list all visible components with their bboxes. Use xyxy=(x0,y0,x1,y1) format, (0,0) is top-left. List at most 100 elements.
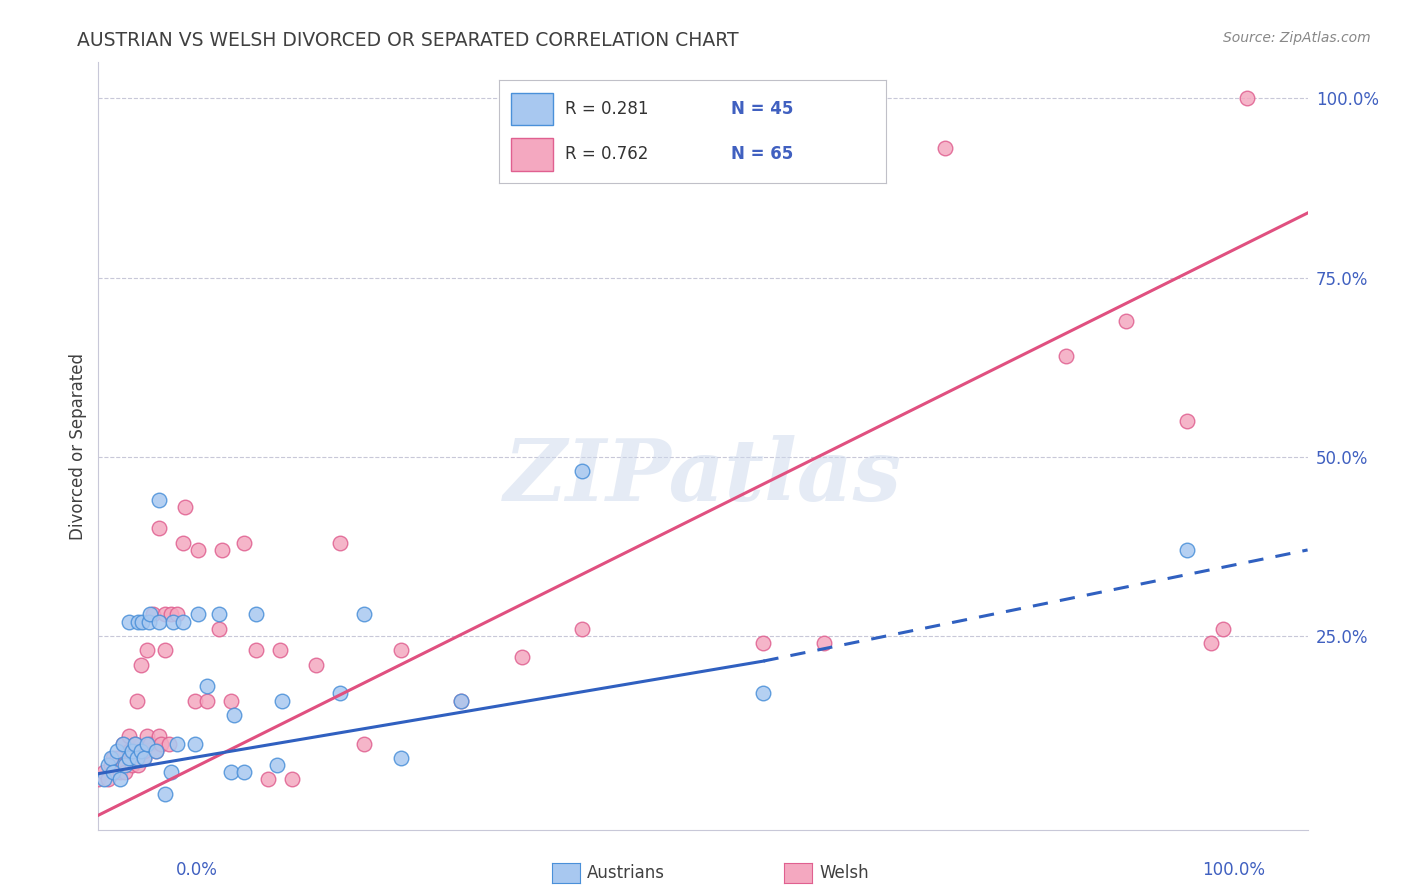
Point xyxy=(222,707,245,722)
Point xyxy=(108,772,131,787)
Point xyxy=(105,751,128,765)
Point xyxy=(166,607,188,622)
Point xyxy=(128,744,150,758)
Text: 100.0%: 100.0% xyxy=(1202,861,1265,879)
Point xyxy=(281,772,304,787)
Point xyxy=(187,607,209,622)
Point xyxy=(271,693,294,707)
Point xyxy=(1236,91,1258,105)
Point xyxy=(100,751,122,765)
Point xyxy=(121,751,143,765)
Text: 0.0%: 0.0% xyxy=(176,861,218,879)
Point xyxy=(329,686,352,700)
Text: R = 0.281: R = 0.281 xyxy=(565,100,648,118)
Point xyxy=(266,758,288,772)
Point xyxy=(135,737,157,751)
Point xyxy=(1115,313,1137,327)
Point xyxy=(211,543,233,558)
Point xyxy=(114,758,136,772)
Point xyxy=(124,737,146,751)
Point xyxy=(195,679,218,693)
Point xyxy=(162,615,184,629)
Point xyxy=(1212,622,1234,636)
Text: Source: ZipAtlas.com: Source: ZipAtlas.com xyxy=(1223,31,1371,45)
Point xyxy=(135,730,157,744)
Point xyxy=(138,615,160,629)
Point xyxy=(111,737,134,751)
Point xyxy=(108,765,131,780)
Point xyxy=(134,751,156,765)
Point xyxy=(127,751,149,765)
Point xyxy=(221,693,243,707)
Point xyxy=(1175,543,1198,558)
Point xyxy=(145,744,167,758)
Point xyxy=(571,622,593,636)
Point xyxy=(127,693,149,707)
Text: Austrians: Austrians xyxy=(588,864,665,882)
Point xyxy=(389,643,412,657)
Point xyxy=(150,737,173,751)
Point xyxy=(166,737,188,751)
Text: AUSTRIAN VS WELSH DIVORCED OR SEPARATED CORRELATION CHART: AUSTRIAN VS WELSH DIVORCED OR SEPARATED … xyxy=(77,31,740,50)
Point xyxy=(160,607,183,622)
Point xyxy=(353,607,375,622)
Point xyxy=(129,657,152,672)
Point xyxy=(1054,350,1077,364)
Y-axis label: Divorced or Separated: Divorced or Separated xyxy=(69,352,87,540)
Point xyxy=(450,693,472,707)
Point xyxy=(389,751,412,765)
Point xyxy=(129,744,152,758)
Point xyxy=(1199,636,1222,650)
Point xyxy=(1175,414,1198,428)
Point xyxy=(104,765,127,780)
Point xyxy=(87,772,110,787)
Point xyxy=(148,730,170,744)
Point xyxy=(134,751,156,765)
Point xyxy=(153,787,176,801)
Point xyxy=(124,744,146,758)
Point xyxy=(93,765,115,780)
Point xyxy=(752,686,775,700)
Point xyxy=(101,751,124,765)
Point xyxy=(153,643,176,657)
Text: N = 45: N = 45 xyxy=(731,100,793,118)
Point xyxy=(195,693,218,707)
Point xyxy=(187,543,209,558)
Point xyxy=(111,758,134,772)
Point xyxy=(97,758,120,772)
Point xyxy=(127,615,149,629)
Point xyxy=(752,636,775,650)
Point xyxy=(101,765,124,780)
Point xyxy=(269,643,291,657)
Point xyxy=(450,693,472,707)
Point xyxy=(148,521,170,535)
Point xyxy=(232,765,254,780)
Point xyxy=(124,737,146,751)
Point xyxy=(121,758,143,772)
Point xyxy=(232,536,254,550)
Point xyxy=(329,536,352,550)
Point xyxy=(93,772,115,787)
Point xyxy=(571,464,593,478)
Text: ZIPatlas: ZIPatlas xyxy=(503,435,903,518)
Point xyxy=(118,744,141,758)
Point xyxy=(148,615,170,629)
Point xyxy=(245,643,267,657)
Point xyxy=(934,141,956,155)
Text: Welsh: Welsh xyxy=(818,864,869,882)
Point xyxy=(813,636,835,650)
Point xyxy=(135,643,157,657)
Point xyxy=(139,737,162,751)
Point xyxy=(256,772,278,787)
Point xyxy=(208,622,231,636)
Point xyxy=(245,607,267,622)
Text: N = 65: N = 65 xyxy=(731,145,793,163)
Bar xyxy=(510,137,554,170)
Point xyxy=(105,744,128,758)
Point xyxy=(121,744,143,758)
Point xyxy=(118,730,141,744)
Point xyxy=(139,607,162,622)
Point xyxy=(127,758,149,772)
Point xyxy=(142,607,165,622)
Point xyxy=(148,492,170,507)
